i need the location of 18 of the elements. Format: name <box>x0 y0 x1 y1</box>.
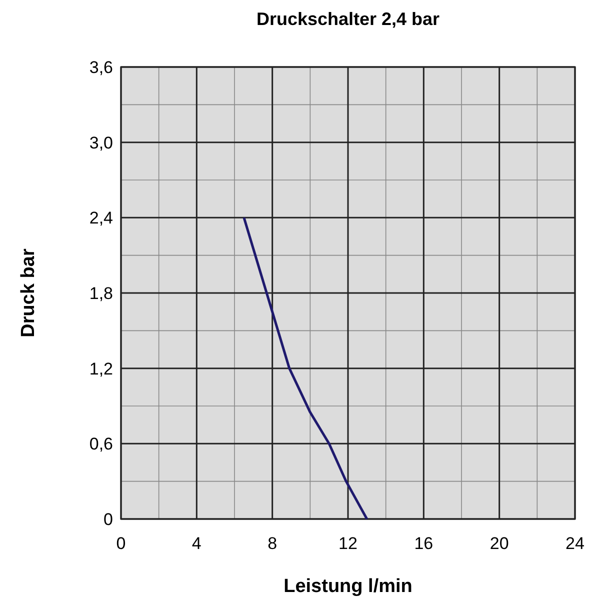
line-series <box>242 216 368 520</box>
x-tick-label: 8 <box>268 534 278 553</box>
y-tick-label: 1,2 <box>89 359 113 378</box>
y-tick-label: 0 <box>104 510 113 529</box>
x-axis-title: Leistung l/min <box>284 576 412 597</box>
x-tick-label: 12 <box>338 534 358 553</box>
chart-title: Druckschalter 2,4 bar <box>256 9 440 29</box>
y-tick-label: 3,0 <box>89 133 113 152</box>
y-tick-label: 2,4 <box>89 208 113 228</box>
y-tick-label: 0,6 <box>89 434 113 454</box>
y-tick-label: 3,6 <box>89 58 113 77</box>
x-tick-label: 20 <box>490 534 509 553</box>
x-tick-label: 4 <box>192 534 202 553</box>
x-tick-label: 24 <box>566 534 584 553</box>
y-tick-label: 1,8 <box>89 284 113 303</box>
x-tick-label: 0 <box>116 534 126 553</box>
x-tick-label: 16 <box>414 534 434 553</box>
y-axis-title: Druck bar <box>18 248 39 338</box>
